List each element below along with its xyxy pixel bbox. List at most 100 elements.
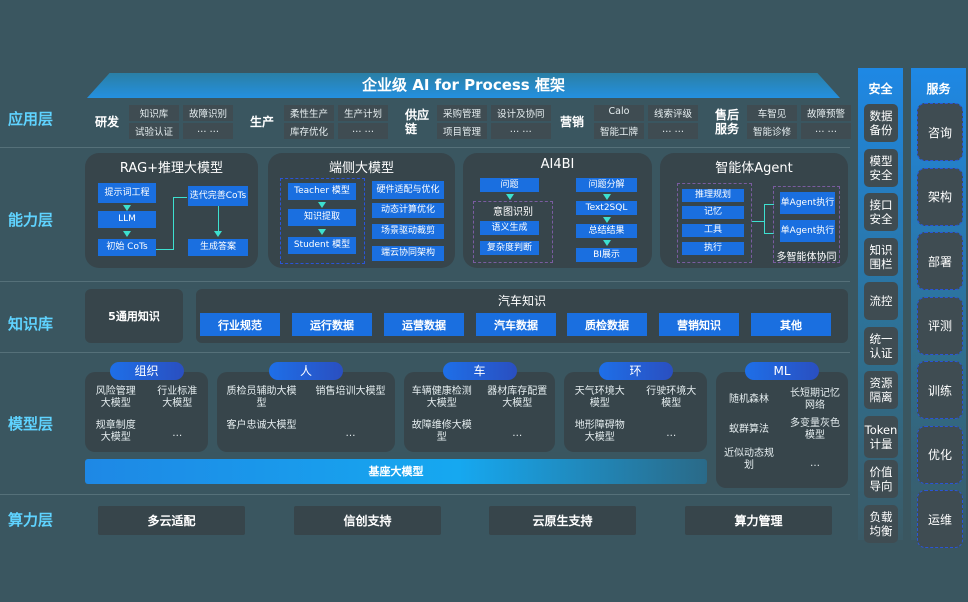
agent-capabilities-frame: [677, 183, 752, 263]
knowledge-pill: 质检数据: [567, 313, 647, 336]
security-item: Token计量: [864, 415, 898, 458]
bi-chain-step: BI展示: [576, 248, 637, 262]
intent-frame: [473, 201, 553, 263]
model-item: 风险管理大模型: [95, 386, 136, 409]
rag-step: LLM: [98, 211, 156, 228]
ai4bi-title: AI4BI: [540, 157, 575, 172]
service-column: 服务 咨询 架构 部署 评测 训练 优化 运维: [911, 68, 966, 548]
rag-step: 初始 CoTs: [98, 239, 156, 256]
model-group-box: 天气环境大模型 行驶环境大模型 地形障碍物大模型…: [564, 372, 707, 452]
connector: [764, 204, 765, 234]
ai4bi-card: AI4BI 问题 意图识别 语义生成 复杂度判断 问题分解 Text2SQL 总…: [463, 153, 652, 268]
layer-label-knowledge: 知识库: [8, 315, 54, 333]
model-item: 质检员辅助大模型: [226, 386, 297, 409]
app-chip-grid: 知识库 故障识别 试验认证… …: [129, 105, 234, 139]
app-group-label: 营销: [560, 115, 585, 129]
compute-item: 算力管理: [685, 506, 832, 535]
arrow-icon: [603, 194, 611, 200]
compute-item: 信创支持: [294, 506, 441, 535]
model-group-tag: 环: [598, 362, 673, 380]
auto-knowledge-title: 汽车知识: [497, 294, 546, 308]
security-item: 价值导向: [864, 460, 898, 498]
rag-card: RAG+推理大模型 提示词工程 LLM 初始 CoTs 迭代完善CoTs 生成答…: [85, 153, 258, 268]
rag-step: 生成答案: [188, 239, 248, 256]
ml-item: 多变量灰色模型: [790, 418, 840, 441]
base-model-bar: 基座大模型: [85, 459, 707, 484]
divider: [0, 147, 850, 148]
service-item: 架构: [917, 167, 963, 226]
edge-chain-step: 知识提取: [288, 209, 356, 226]
app-group-label: 研发: [95, 115, 120, 129]
service-item: 训练: [917, 361, 963, 419]
arrow-icon: [214, 231, 222, 237]
security-item: 接口安全: [864, 193, 898, 231]
connector: [173, 197, 187, 198]
multi-agent-frame: [773, 186, 840, 263]
app-chip: 试验认证: [129, 123, 180, 139]
app-group-label: 售后服务: [715, 108, 740, 136]
security-item: 数据备份: [864, 104, 898, 142]
edge-feature: 场景驱动裁剪: [372, 224, 444, 239]
app-chip-grid: Calo 线索评级 智能工牌… …: [594, 105, 699, 139]
compute-item: 云原生支持: [489, 506, 636, 535]
security-item: 资源隔离: [864, 371, 898, 409]
ml-item: 蚁群算法: [729, 424, 769, 435]
model-item: 地形障碍物大模型: [574, 420, 625, 443]
app-group-label: 供应链: [405, 108, 430, 136]
model-group-tag: 人: [269, 362, 343, 380]
arrow-icon: [318, 202, 326, 208]
app-chip: 柔性生产: [284, 105, 335, 121]
app-chip-grid: 柔性生产 生产计划 库存优化… …: [284, 105, 389, 139]
edge-feature: 动态计算优化: [372, 203, 444, 218]
model-group-box: 车辆健康检测大模型 器材库存配置大模型 故障维修大模型…: [404, 372, 555, 452]
app-chip: 采购管理: [437, 105, 488, 121]
arrow-icon: [603, 240, 611, 246]
ml-item: 随机森林: [729, 394, 769, 405]
security-item: 负载均衡: [864, 504, 898, 543]
layer-label-capability: 能力层: [8, 211, 54, 229]
app-chip: 智能工牌: [594, 123, 645, 139]
bi-chain-step: 总结结果: [576, 224, 637, 238]
model-item: …: [512, 428, 523, 439]
app-chip: 线索评级: [648, 105, 699, 121]
service-item: 部署: [917, 232, 963, 290]
app-chip: … …: [648, 123, 699, 139]
app-group: 研发 知识库 故障识别 试验认证… …: [95, 105, 234, 139]
layer-label-model: 模型层: [8, 415, 54, 433]
service-item: 评测: [917, 296, 963, 355]
service-item: 咨询: [917, 103, 963, 161]
layer-label-app: 应用层: [8, 110, 54, 128]
service-title: 服务: [926, 82, 951, 96]
model-item: …: [666, 428, 677, 439]
arrow-icon: [123, 231, 131, 237]
security-item: 模型安全: [864, 148, 898, 187]
app-chip: 故障预警: [801, 105, 852, 121]
ml-box: 随机森林 长短期记忆网络 蚁群算法 多变量灰色模型 近似动态规划…: [716, 372, 848, 488]
bi-question: 问题: [480, 178, 539, 192]
app-group: 营销 Calo 线索评级 智能工牌… …: [560, 105, 699, 139]
model-item: 规章制度大模型: [95, 420, 136, 443]
security-title: 安全: [868, 82, 893, 96]
service-item: 运维: [917, 490, 963, 548]
arrow-icon: [506, 194, 514, 200]
model-item: 行业标准大模型: [157, 386, 198, 409]
app-chip: 知识库: [129, 105, 180, 121]
edge-model-card: 端侧大模型 Teacher 模型 知识提取 Student 模型 硬件适配与优化…: [268, 153, 455, 268]
connector: [156, 249, 173, 250]
connector: [764, 233, 774, 234]
app-chip: Calo: [594, 105, 645, 121]
bi-chain-step: 问题分解: [576, 178, 637, 192]
app-chip: … …: [801, 123, 852, 139]
model-item: 天气环境大模型: [574, 386, 625, 409]
agent-capability: 执行: [682, 242, 744, 255]
ml-item: …: [810, 458, 820, 469]
arrow-icon: [318, 229, 326, 235]
security-item: 统一认证: [864, 326, 898, 365]
agent-capability: 推理规划: [682, 189, 744, 202]
app-chip: 设计及协同: [491, 105, 551, 121]
edge-feature: 端云协同架构: [372, 246, 444, 261]
ml-item: 长短期记忆网络: [790, 388, 840, 411]
distill-frame: [280, 178, 365, 264]
security-column: 安全 数据备份 模型安全 接口安全 知识围栏 流控 统一认证 资源隔离 Token计量 价值导向…: [858, 68, 903, 543]
arrow-icon: [123, 205, 131, 211]
